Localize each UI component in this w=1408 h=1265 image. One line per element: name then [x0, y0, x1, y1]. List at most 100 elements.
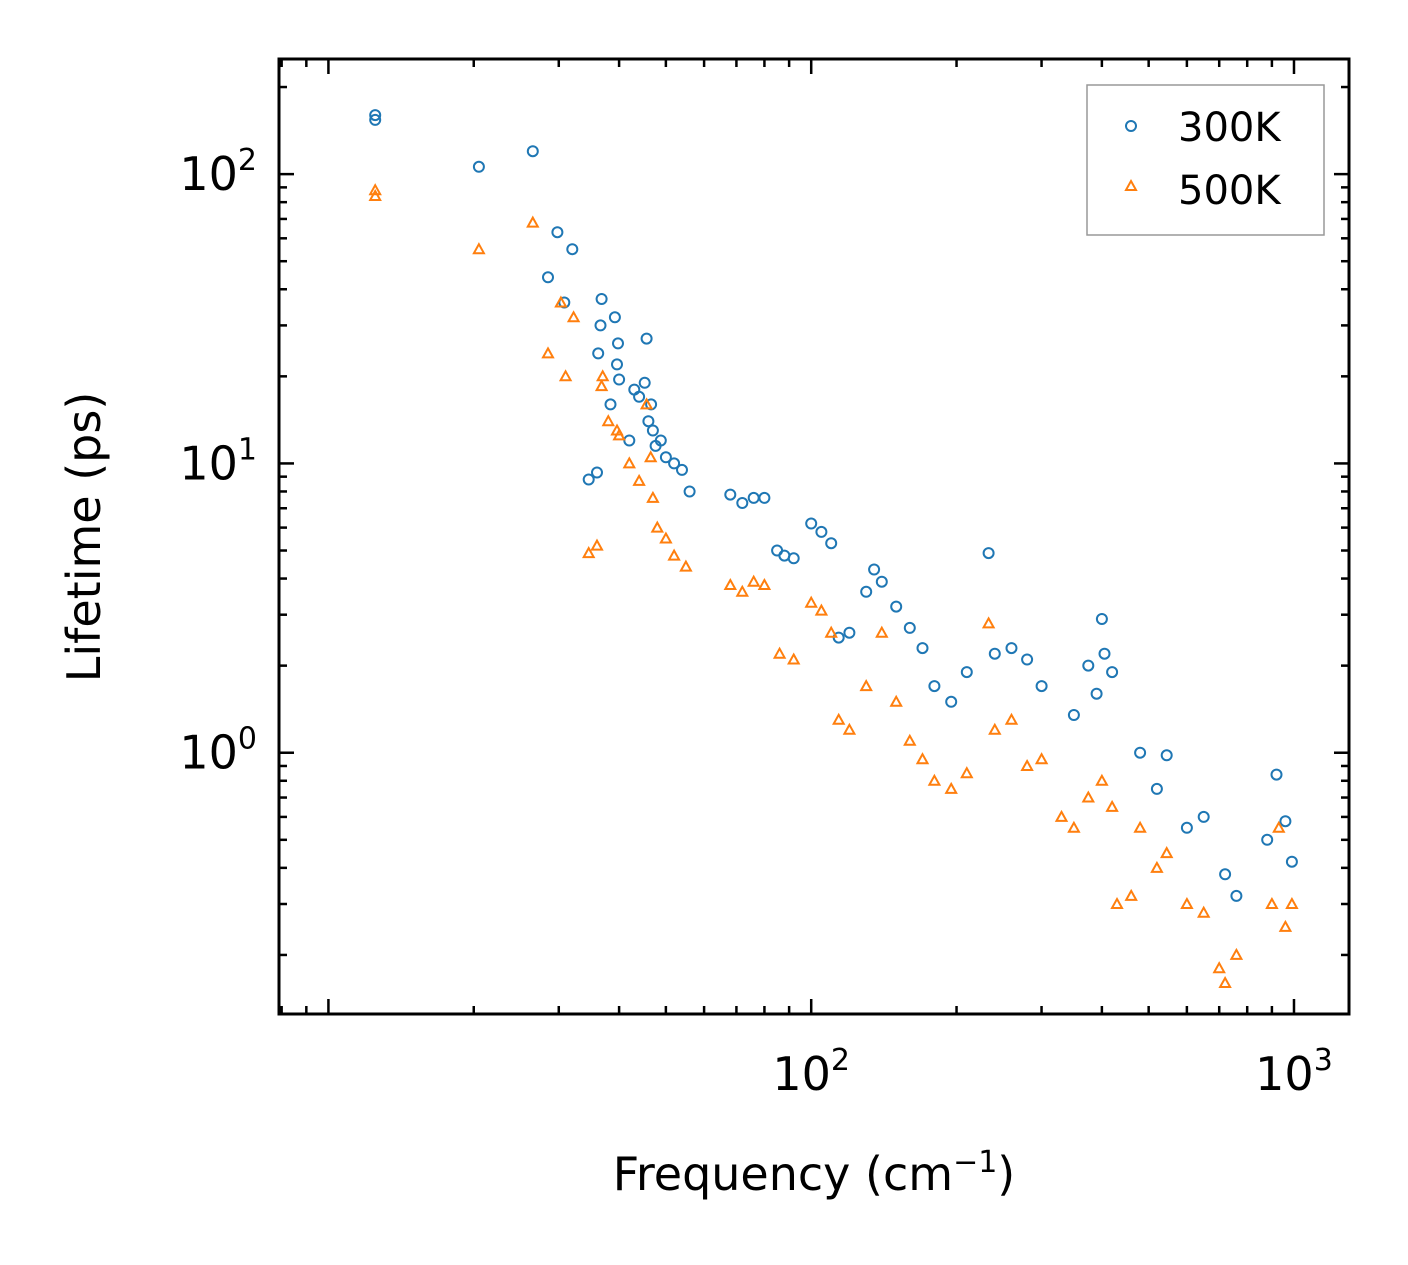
- data-point-500k: [1272, 820, 1286, 833]
- data-point-500k: [659, 531, 673, 544]
- data-point-500k: [1054, 809, 1069, 822]
- data-point-500k: [632, 473, 646, 486]
- data-point-300k: [890, 600, 903, 613]
- legend-marker-300k: [1125, 120, 1137, 132]
- data-point-500k: [594, 379, 609, 392]
- series-300k: [369, 109, 1298, 902]
- plot-frame: [277, 57, 1351, 1016]
- data-point-500k: [889, 694, 903, 707]
- data-point-300k: [646, 424, 659, 437]
- data-point-300k: [1197, 810, 1210, 823]
- data-point-500k: [541, 346, 555, 359]
- data-point-300k: [594, 319, 607, 332]
- data-point-500k: [915, 752, 930, 765]
- data-point-500k: [1285, 896, 1299, 909]
- data-point-300k: [659, 451, 672, 464]
- data-point-300k: [668, 457, 681, 470]
- data-point-500k: [558, 369, 573, 382]
- data-point-300k: [982, 547, 995, 560]
- data-point-500k: [1067, 820, 1081, 833]
- data-point-300k: [633, 390, 646, 403]
- data-point-500k: [842, 722, 857, 735]
- data-point-500k: [368, 183, 382, 196]
- data-point-300k: [1279, 815, 1292, 828]
- data-point-300k: [551, 226, 564, 239]
- data-point-500k: [566, 310, 581, 323]
- legend: 300K 500K: [1086, 84, 1325, 236]
- data-point-300k: [860, 585, 873, 598]
- data-point-300k: [1134, 746, 1147, 759]
- legend-marker-500k: [1124, 178, 1138, 191]
- data-point-300k: [1180, 821, 1193, 834]
- data-point-500k: [1095, 773, 1109, 786]
- data-point-300k: [542, 271, 554, 284]
- data-point-500k: [757, 577, 772, 590]
- data-point-500k: [596, 369, 610, 382]
- data-point-500k: [1160, 846, 1174, 859]
- data-point-500k: [590, 538, 604, 551]
- data-point-300k: [1270, 768, 1283, 781]
- data-point-500k: [804, 595, 818, 608]
- data-point-300k: [1082, 659, 1095, 672]
- data-point-500k: [1020, 758, 1034, 771]
- data-point-300k: [369, 109, 382, 122]
- data-point-300k: [1285, 855, 1298, 868]
- data-point-500k: [554, 295, 568, 308]
- data-point-500k: [1133, 820, 1147, 833]
- y-tick-label: 102: [179, 143, 257, 201]
- data-point-500k: [944, 781, 958, 794]
- x-tick-label: 103: [1255, 1043, 1333, 1101]
- data-point-300k: [1067, 709, 1080, 721]
- data-point-300k: [1005, 642, 1018, 655]
- data-point-500k: [582, 546, 596, 559]
- data-point-300k: [642, 415, 655, 428]
- data-point-300k: [1150, 782, 1163, 795]
- data-point-300k: [988, 647, 1001, 660]
- data-point-300k: [868, 563, 881, 576]
- data-point-300k: [592, 347, 605, 360]
- data-point-500k: [735, 584, 749, 597]
- data-point-500k: [1081, 790, 1095, 803]
- data-point-300k: [928, 680, 941, 693]
- data-point-300k: [1106, 666, 1119, 679]
- data-point-300k: [736, 497, 749, 509]
- data-point-300k: [724, 488, 737, 501]
- data-point-500k: [1004, 712, 1019, 725]
- x-tick-label: 102: [772, 1043, 850, 1101]
- data-point-300k: [903, 621, 916, 634]
- data-point-500k: [1150, 860, 1164, 873]
- data-point-300k: [472, 160, 485, 173]
- data-point-300k: [638, 376, 651, 389]
- data-point-500k: [1218, 975, 1232, 988]
- data-point-300k: [612, 337, 624, 350]
- data-point-500k: [723, 577, 737, 590]
- data-point-300k: [623, 434, 636, 447]
- y-tick-label: 100: [179, 722, 257, 780]
- data-point-300k: [875, 575, 888, 588]
- data-point-300k: [916, 642, 929, 655]
- data-point-500k: [1124, 888, 1138, 901]
- data-point-500k: [814, 603, 829, 616]
- data-point-500k: [859, 679, 873, 692]
- data-point-300k: [604, 398, 617, 411]
- data-point-300k: [676, 463, 688, 476]
- data-point-300k: [640, 332, 653, 345]
- tick-labels: 102 103 100 101 102: [179, 143, 1332, 1101]
- data-point-300k: [1035, 680, 1048, 693]
- data-point-300k: [787, 552, 800, 565]
- data-point-300k: [825, 537, 838, 550]
- data-point-500k: [960, 766, 974, 779]
- data-point-300k: [945, 695, 958, 708]
- series-500k: [368, 183, 1299, 988]
- data-point-300k: [566, 243, 579, 256]
- data-point-500k: [772, 646, 787, 659]
- data-point-300k: [1090, 687, 1103, 700]
- data-point-300k: [582, 473, 595, 486]
- data-point-500k: [824, 625, 838, 638]
- data-point-500k: [1265, 896, 1279, 909]
- data-point-500k: [1105, 799, 1119, 812]
- data-point-300k: [843, 626, 856, 639]
- data-point-300k: [608, 311, 621, 324]
- legend-label-300k: 300K: [1178, 105, 1282, 151]
- data-point-500k: [1110, 896, 1124, 909]
